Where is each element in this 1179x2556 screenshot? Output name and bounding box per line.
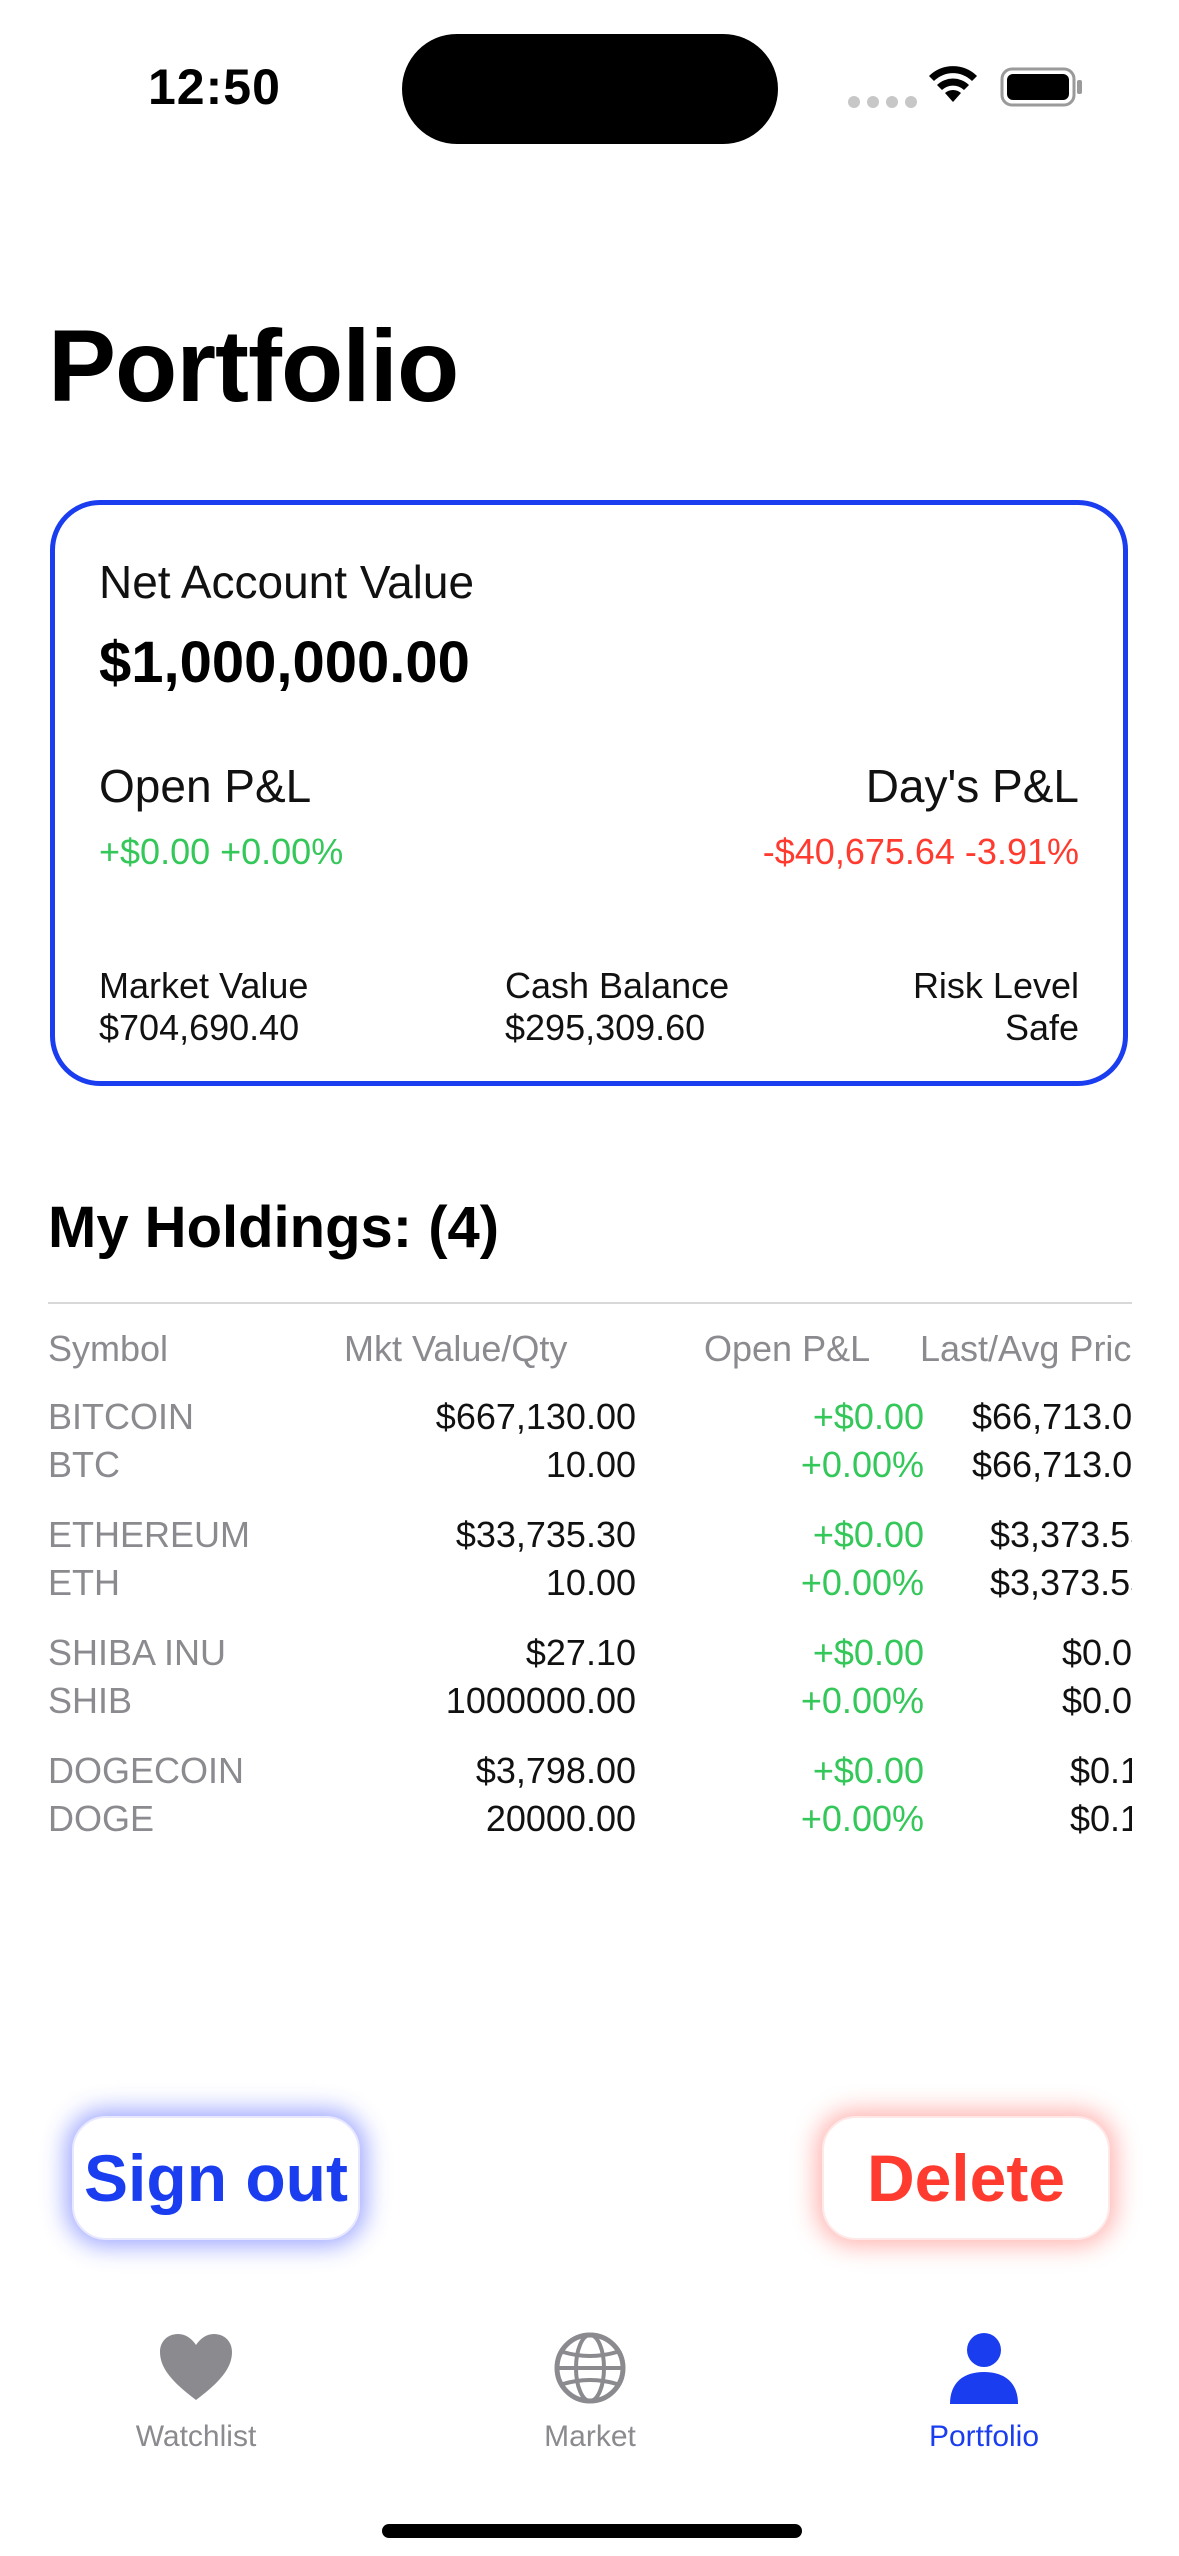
holding-name: BITCOIN [48,1396,195,1437]
column-header-symbol: Symbol [48,1328,169,1369]
holding-mkt-value: $27.10 [525,1632,636,1673]
account-summary-card: Net Account Value $1,000,000.00 Open P&L… [50,500,1128,1086]
dynamic-island [402,34,778,144]
net-account-value: $1,000,000.00 [99,630,470,695]
person-icon [950,2333,1018,2404]
tab-watchlist[interactable]: Watchlist [66,2330,326,2454]
divider [48,1302,1132,1304]
sign-out-button[interactable]: Sign out [72,2116,360,2240]
risk-level: Safe [1004,1007,1079,1048]
market-value-label: Market Value [99,965,309,1006]
cash-balance-label: Cash Balance [505,965,730,1006]
holding-qty: 1000000.00 [445,1680,636,1721]
cash-balance: $295,309.60 [505,1007,706,1048]
holding-mkt-value: $3,798.00 [475,1750,636,1791]
tab-label: Market [544,2420,636,2453]
open-pl-value: +$0.00 +0.00% [99,831,344,872]
holding-last-price: $0.00 [1062,1632,1132,1673]
column-header-mkt-value: Mkt Value/Qty [344,1328,568,1369]
heart-icon [160,2334,232,2400]
holding-symbol: BTC [48,1444,120,1485]
holding-name: ETHEREUM [48,1514,251,1555]
holding-avg-price: $66,713.00 [972,1444,1132,1485]
holding-last-price: $0.19 [1070,1750,1132,1791]
holding-symbol: ETH [48,1562,120,1603]
risk-level-label: Risk Level [912,965,1079,1006]
days-pl-value: -$40,675.64 -3.91% [762,831,1079,872]
holding-mkt-value: $667,130.00 [435,1396,636,1437]
wifi-icon [929,66,977,102]
holding-pl-pct: +0.00% [800,1562,924,1603]
status-time: 12:50 [148,59,281,115]
column-header-open-pl: Open P&L [704,1328,871,1369]
column-header-last-avg-price: Last/Avg Price [920,1328,1132,1369]
holding-symbol: SHIB [48,1680,133,1721]
holdings-title: My Holdings: (4) [48,1195,500,1260]
holding-pl-value: +$0.00 [812,1750,924,1791]
holding-avg-price: $0.00 [1062,1680,1132,1721]
battery-icon [1000,67,1082,107]
holding-last-price: $66,713.00 [972,1396,1132,1437]
holding-qty: 10.00 [545,1444,636,1485]
holding-pl-value: +$0.00 [812,1632,924,1673]
holding-qty: 20000.00 [485,1798,636,1839]
market-value: $704,690.40 [99,1007,300,1048]
page-title: Portfolio [48,309,459,423]
holding-last-price: $3,373.53 [990,1514,1132,1555]
holding-name: DOGECOIN [48,1750,245,1791]
days-pl-label: Day's P&L [865,760,1079,812]
globe-icon [554,2332,626,2404]
holding-pl-pct: +0.00% [800,1798,924,1839]
tab-label: Portfolio [928,2420,1040,2453]
net-account-value-label: Net Account Value [99,556,475,608]
holding-pl-pct: +0.00% [800,1444,924,1485]
holding-pl-pct: +0.00% [800,1680,924,1721]
holding-qty: 10.00 [545,1562,636,1603]
holding-pl-value: +$0.00 [812,1514,924,1555]
holdings-table: Symbol Mkt Value/Qty Open P&L Last/Avg P… [48,1320,1132,1860]
holding-avg-price: $0.19 [1070,1798,1132,1839]
holding-mkt-value: $33,735.30 [455,1514,636,1555]
delete-button[interactable]: Delete [822,2116,1110,2240]
tab-label: Watchlist [135,2420,257,2453]
holding-pl-value: +$0.00 [812,1396,924,1437]
open-pl-label: Open P&L [99,760,312,812]
holding-avg-price: $3,373.53 [990,1562,1132,1603]
holding-name: SHIBA INU [48,1632,227,1673]
home-indicator [382,2524,802,2538]
holding-symbol: DOGE [48,1798,155,1839]
tab-market[interactable]: Market [460,2330,720,2454]
tab-portfolio[interactable]: Portfolio [854,2330,1114,2454]
cellular-signal-icon [848,96,917,108]
